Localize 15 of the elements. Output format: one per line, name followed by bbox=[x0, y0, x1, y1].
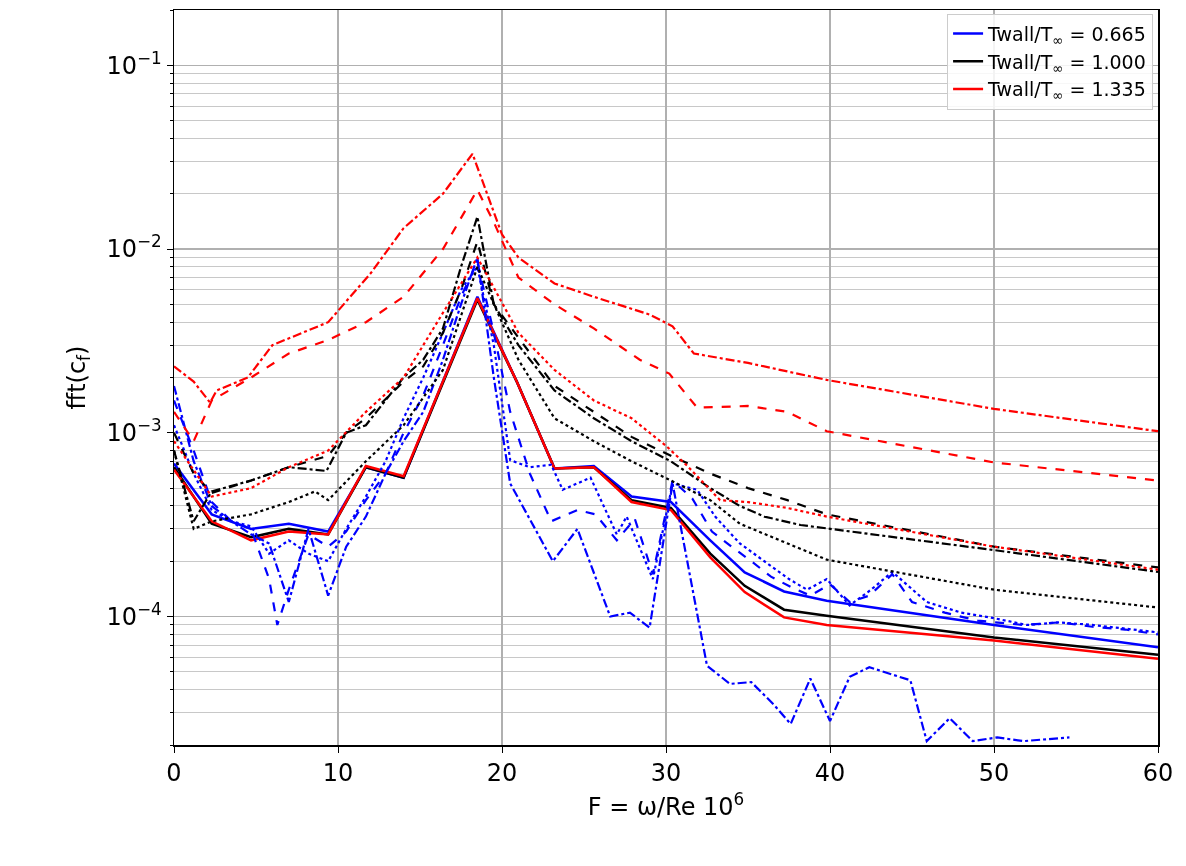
x-tick-label: 20 bbox=[486, 759, 518, 788]
x-tick-label: 40 bbox=[814, 759, 846, 788]
x-axis-title: F = ω/Re 10$^{6}$ bbox=[587, 789, 745, 822]
legend-label: Twall/T$_{∞}$ = 1.335 bbox=[987, 78, 1146, 104]
x-tick-label: 30 bbox=[650, 759, 682, 788]
y-tick-label: 10$^{−2}$ bbox=[106, 231, 162, 264]
legend-label: Twall/T$_{∞}$ = 0.665 bbox=[987, 22, 1146, 48]
legend-label: Twall/T$_{∞}$ = 1.000 bbox=[987, 50, 1146, 76]
y-tick-label: 10$^{−1}$ bbox=[106, 47, 162, 80]
x-tick-label: 50 bbox=[978, 759, 1010, 788]
x-tick-label: 10 bbox=[322, 759, 354, 788]
x-tick-label: 60 bbox=[1142, 759, 1174, 788]
x-tick-label: 0 bbox=[166, 759, 182, 788]
y-tick-label: 10$^{−4}$ bbox=[106, 598, 162, 631]
y-tick-label: 10$^{−3}$ bbox=[106, 415, 162, 448]
